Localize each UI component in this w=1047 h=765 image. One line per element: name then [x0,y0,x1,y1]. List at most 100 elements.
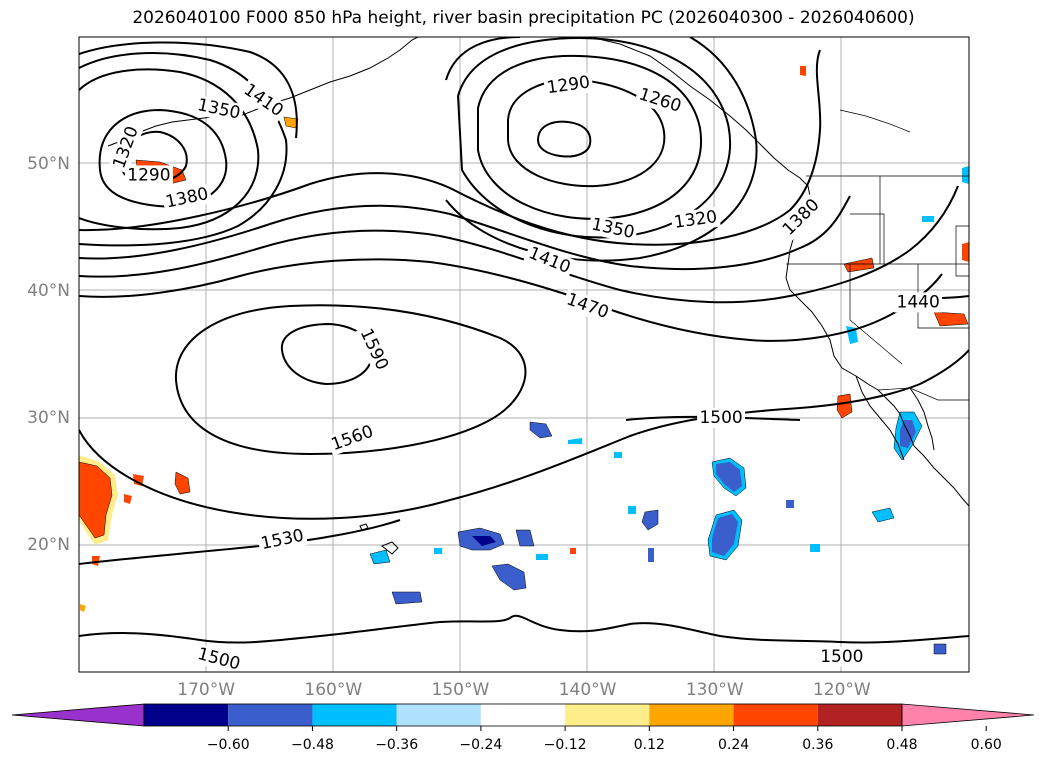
colorbar-tick-label: −0.36 [375,737,418,753]
contour-line [79,195,851,271]
precip-negative-region [810,544,820,552]
precip-negative-region [648,548,654,562]
lon-label: 150°W [432,680,490,700]
precip-negative-region [786,500,794,508]
colorbar-segment [312,704,397,726]
colorbar-segment [649,704,734,726]
contour-label-background [237,78,289,123]
lon-label: 130°W [686,680,744,700]
contour-line [174,304,527,456]
latitude-labels: 50°N 40°N 30°N 20°N [27,154,70,555]
contour-line [536,120,592,158]
precip-positive-region [133,474,144,486]
colorbar-segment [480,704,566,726]
lat-label: 20°N [27,535,70,555]
contour-line [79,41,298,139]
coastline-mexico [913,445,969,507]
contour-label-background [543,72,594,99]
precip-positive-region [80,604,86,612]
contour-line [477,54,703,220]
precip-negative-region [529,421,553,439]
precip-negative-region [491,563,527,591]
map-background [79,37,969,672]
precip-negative-region [933,643,947,655]
precip-positive-region [174,471,191,495]
colorbar-extend-min [11,703,145,727]
precip-positive-region [962,242,969,262]
contour-label: 1440 [894,292,943,313]
contour-label-background [634,83,686,118]
colorbar-tick-label: 0.36 [802,737,833,753]
lon-label: 120°W [813,680,871,700]
contour-label-background [587,213,639,244]
precip-positive-region [933,311,969,327]
precip-negative-region [536,554,548,560]
island-hawaii [381,541,399,555]
contour-label: 1290 [124,165,173,186]
contour-label-background [894,292,943,313]
colorbar-tick-label: −0.12 [544,737,587,753]
contour-label-background [523,242,576,279]
contour-label: 1320 [670,206,721,234]
colorbar-segment [396,704,481,726]
lon-label: 170°W [177,680,235,700]
contour-line [98,108,228,208]
contour-label-background [256,525,308,555]
colorbar-segment [144,704,229,726]
colorbar-tick-label: 0.12 [634,737,665,753]
colorbar-segment [228,704,313,726]
contour-label-background [193,643,245,672]
precip-negative-region [641,509,659,531]
precip-negative-region [871,507,895,523]
lon-label: 160°W [304,680,362,700]
coastline-alaska-panhandle [589,37,811,197]
precip-positive-region [843,257,875,273]
contour-label-background [817,646,866,667]
precip-negative-region [369,549,391,565]
map-frame [78,36,970,673]
contour-label-background [124,165,173,186]
political-borders [786,109,969,401]
lat-label: 40°N [27,281,70,301]
border-state [850,213,885,264]
contour-line [79,185,959,304]
coastline-bc [785,195,915,447]
border-state [917,264,969,329]
precip-negative-region [716,462,742,492]
precip-positive-region [800,66,806,76]
contour-label-background [354,323,394,376]
precip-negative-region [712,514,738,556]
colorbar-tick-label: −0.60 [207,737,250,753]
precip-negative-region [434,548,442,554]
precip-negative-region [614,452,622,458]
border-state [849,264,903,365]
colorbar-segment [565,704,650,726]
colorbar-segment [817,704,902,726]
map-title: 2026040100 F000 850 hPa height, river ba… [132,8,915,28]
border-state [955,225,969,277]
precip-positive-region [79,461,113,539]
contour-label-background [670,206,721,234]
contour-label-text: 1290 [127,165,170,185]
lon-label: 140°W [559,680,617,700]
precip-positive-region [836,393,853,419]
precip-negative-region [391,591,423,605]
contour-line [79,614,969,644]
contour-line [79,49,822,246]
precip-negative-region [962,166,969,184]
longitude-labels: 170°W 160°W 150°W 140°W 130°W 120°W [177,680,871,700]
contour-label: 1290 [543,72,594,99]
lat-label: 30°N [27,408,70,428]
colorbar-tick-label: 0.60 [971,737,1002,753]
contour-line [456,37,732,239]
contour-label: 1500 [817,646,866,667]
contour-label-text: 1440 [897,292,940,312]
contour-line [79,68,260,231]
colorbar-extend-max [901,703,1035,727]
contour-label-text: 1500 [699,408,742,428]
coastline-gulf-of-california [909,387,935,451]
colorbar-segment [733,704,818,726]
colorbar-tick-label: −0.48 [291,737,334,753]
coastline-baja [855,375,905,461]
